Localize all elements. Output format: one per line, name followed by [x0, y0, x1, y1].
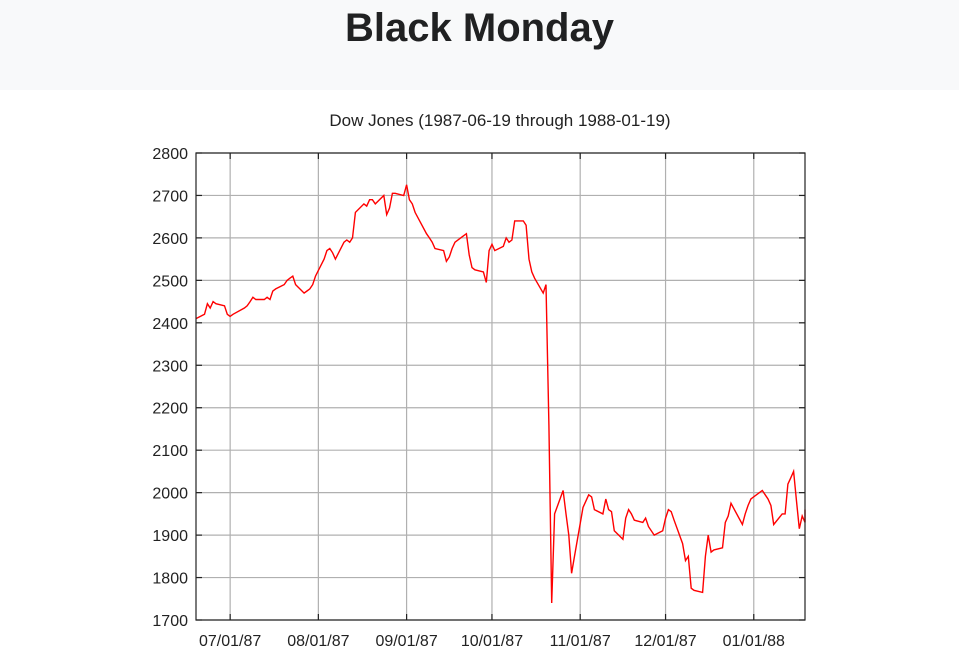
y-tick-label: 2800: [152, 146, 188, 163]
chart-figure: Dow Jones (1987-06-19 through 1988-01-19…: [0, 90, 959, 664]
y-tick-label: 2600: [152, 231, 188, 248]
y-axis: 1700 1800 1900 2000 2100 2200 2300 2400 2500 2600…: [152, 146, 805, 630]
chart-title: Dow Jones (1987-06-19 through 1988-01-19…: [329, 111, 670, 130]
x-tick-label: 12/01/87: [634, 633, 696, 650]
x-tick-label: 01/01/88: [723, 633, 785, 650]
y-tick-label: 2000: [152, 486, 188, 503]
x-tick-label: 09/01/87: [375, 633, 437, 650]
y-tick-label: 2200: [152, 401, 188, 418]
line-chart: Dow Jones (1987-06-19 through 1988-01-19…: [152, 111, 806, 650]
x-axis: 07/01/87 08/01/87 09/01/87 10/01/87 11/01/87…: [199, 153, 785, 650]
y-tick-label: 2300: [152, 358, 188, 375]
y-tick-label: 2400: [152, 316, 188, 333]
y-tick-label: 2500: [152, 273, 188, 290]
y-tick-label: 2700: [152, 188, 188, 205]
x-tick-label: 07/01/87: [199, 633, 261, 650]
y-tick-label: 1800: [152, 571, 188, 588]
page-title: Black Monday: [345, 6, 614, 50]
x-tick-label: 11/01/87: [550, 633, 611, 650]
x-tick-label: 08/01/87: [287, 633, 349, 650]
dow-jones-line: [195, 184, 806, 604]
y-tick-label: 1900: [152, 528, 188, 545]
y-tick-label: 2100: [152, 443, 188, 460]
y-tick-label: 1700: [152, 613, 188, 630]
x-tick-label: 10/01/87: [461, 633, 523, 650]
plot-frame: [195, 152, 806, 621]
